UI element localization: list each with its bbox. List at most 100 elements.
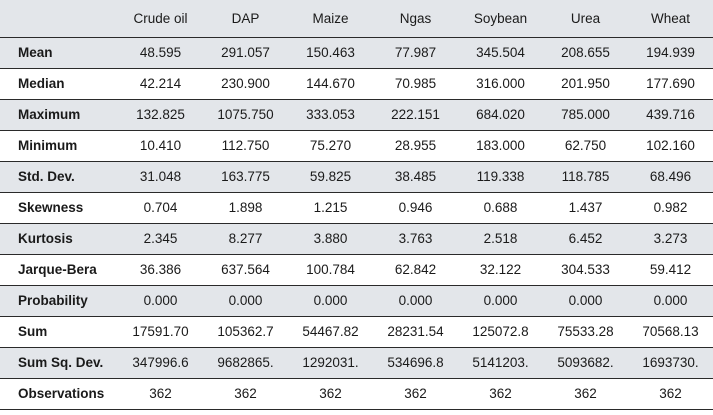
table-cell: 119.338: [458, 160, 543, 192]
row-label: Minimum: [0, 129, 118, 161]
header-cell-urea: Urea: [570, 10, 601, 26]
table-cell: 362: [543, 377, 628, 410]
table-row: Sum 17591.70 105362.7 54467.82 28231.54 12507…: [0, 315, 713, 347]
header-cell-wheat: Wheat: [650, 10, 691, 26]
table-cell: 54467.82: [288, 315, 373, 347]
table-cell: 304.533: [543, 253, 628, 285]
header-cell-ngas: Ngas: [399, 10, 432, 26]
table-cell: 3.763: [373, 222, 458, 254]
table-cell: 183.000: [458, 129, 543, 161]
table-cell: 132.825: [118, 98, 203, 130]
table-row: Jarque-Bera 36.386 637.564 100.784 62.842 32.…: [0, 253, 713, 285]
table-cell: 362: [288, 377, 373, 410]
table-cell: 3.880: [288, 222, 373, 254]
table-cell: 5093682.: [543, 346, 628, 378]
table-cell: 2.518: [458, 222, 543, 254]
table-row: Sum Sq. Dev. 347996.6 9682865. 1292031. 5346…: [0, 346, 713, 378]
table-cell: 36.386: [118, 253, 203, 285]
header-cell-empty: [0, 0, 118, 37]
table-row: Std. Dev. 31.048 163.775 59.825 38.485 119.33…: [0, 160, 713, 192]
table-cell: 17591.70: [118, 315, 203, 347]
row-label: Probability: [0, 284, 118, 316]
table-cell: 118.785: [543, 160, 628, 192]
table-cell: 439.716: [628, 98, 713, 130]
table-cell: 163.775: [203, 160, 288, 192]
table-cell: 1292031.: [288, 346, 373, 378]
row-label: Sum Sq. Dev.: [0, 346, 118, 378]
header-cell-soybean: Soybean: [473, 10, 528, 26]
table-cell: 0.000: [628, 284, 713, 316]
header-cell-crude-oil: Crude oil: [133, 10, 188, 26]
table-cell: 59.412: [628, 253, 713, 285]
table-cell: 177.690: [628, 67, 713, 99]
table-cell: 0.000: [373, 284, 458, 316]
table-cell: 222.151: [373, 98, 458, 130]
table-cell: 316.000: [458, 67, 543, 99]
table-cell: 0.946: [373, 191, 458, 223]
table-cell: 59.825: [288, 160, 373, 192]
table-cell: 0.688: [458, 191, 543, 223]
table-row: Mean 48.595 291.057 150.463 77.987 345.504 208…: [0, 36, 713, 68]
table-cell: 112.750: [203, 129, 288, 161]
table-cell: 42.214: [118, 67, 203, 99]
table-cell: 1693730.: [628, 346, 713, 378]
table-cell: 345.504: [458, 36, 543, 68]
table-cell: 100.784: [288, 253, 373, 285]
table-cell: 0.704: [118, 191, 203, 223]
row-label: Kurtosis: [0, 222, 118, 254]
table-cell: 684.020: [458, 98, 543, 130]
table-row: Median 42.214 230.900 144.670 70.985 316.000 2…: [0, 67, 713, 99]
table-cell: 208.655: [543, 36, 628, 68]
table-cell: 68.496: [628, 160, 713, 192]
table-body: Mean 48.595 291.057 150.463 77.987 345.504 208…: [0, 36, 713, 410]
table-cell: 194.939: [628, 36, 713, 68]
table-cell: 1.437: [543, 191, 628, 223]
table-cell: 0.000: [288, 284, 373, 316]
table-cell: 1075.750: [203, 98, 288, 130]
table-header-row: Crude oil DAP Maize Ngas Soybean Urea Wh…: [0, 0, 713, 37]
table-cell: 5141203.: [458, 346, 543, 378]
row-label: Skewness: [0, 191, 118, 223]
row-label: Sum: [0, 315, 118, 347]
table-cell: 70568.13: [628, 315, 713, 347]
table-cell: 102.160: [628, 129, 713, 161]
table-cell: 362: [203, 377, 288, 410]
table-row: Probability 0.000 0.000 0.000 0.000 0.000 0.00…: [0, 284, 713, 316]
table-cell: 362: [628, 377, 713, 410]
header-cell-dap: DAP: [231, 10, 260, 26]
table-cell: 28.955: [373, 129, 458, 161]
row-label: Jarque-Bera: [0, 253, 118, 285]
table-cell: 0.000: [458, 284, 543, 316]
table-row: Kurtosis 2.345 8.277 3.880 3.763 2.518 6.452 3.…: [0, 222, 713, 254]
table-cell: 347996.6: [118, 346, 203, 378]
table-cell: 75533.28: [543, 315, 628, 347]
table-cell: 534696.8: [373, 346, 458, 378]
table-cell: 77.987: [373, 36, 458, 68]
table-row: Observations 362 362 362 362 362 362 362: [0, 377, 713, 410]
table-cell: 362: [458, 377, 543, 410]
table-cell: 150.463: [288, 36, 373, 68]
table-cell: 70.985: [373, 67, 458, 99]
table-cell: 785.000: [543, 98, 628, 130]
table-cell: 3.273: [628, 222, 713, 254]
row-label: Std. Dev.: [0, 160, 118, 192]
row-label: Observations: [0, 377, 118, 410]
table-cell: 637.564: [203, 253, 288, 285]
table-cell: 0.000: [203, 284, 288, 316]
table-row: Skewness 0.704 1.898 1.215 0.946 0.688 1.437 0.…: [0, 191, 713, 223]
table-cell: 1.898: [203, 191, 288, 223]
table-cell: 75.270: [288, 129, 373, 161]
table-cell: 362: [373, 377, 458, 410]
table-cell: 2.345: [118, 222, 203, 254]
table-cell: 0.000: [543, 284, 628, 316]
table-cell: 8.277: [203, 222, 288, 254]
table-cell: 62.842: [373, 253, 458, 285]
table-cell: 230.900: [203, 67, 288, 99]
row-label: Median: [0, 67, 118, 99]
table-cell: 144.670: [288, 67, 373, 99]
table-cell: 362: [118, 377, 203, 410]
header-cell-maize: Maize: [312, 10, 349, 26]
table-cell: 0.000: [118, 284, 203, 316]
